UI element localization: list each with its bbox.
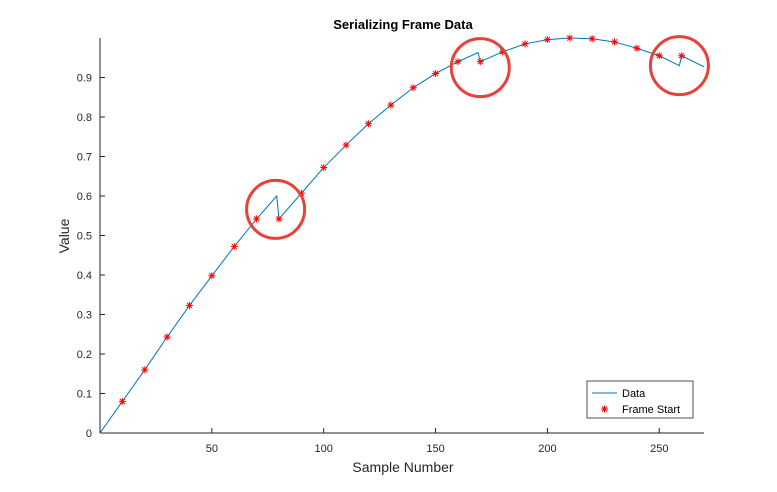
marker-stroke <box>141 366 148 373</box>
marker-stroke <box>455 58 461 65</box>
annotation-circle <box>648 35 710 97</box>
marker-stroke <box>611 39 618 45</box>
annotations <box>245 35 710 240</box>
marker-stroke <box>186 302 193 309</box>
y-tick-label: 0.3 <box>77 310 92 322</box>
frame-start-marker <box>230 243 238 251</box>
marker-stroke <box>119 398 126 405</box>
marker-stroke <box>410 84 417 91</box>
series-line-data <box>99 37 705 434</box>
chart-title: Serializing Frame Data <box>333 17 473 32</box>
marker-stroke <box>208 272 215 279</box>
x-tick-label: 200 <box>538 443 556 455</box>
frame-start-marker <box>678 52 686 60</box>
annotation-circle <box>245 178 307 240</box>
frame-start-marker <box>208 272 216 280</box>
y-tick-label: 0.9 <box>77 73 92 85</box>
marker-stroke <box>320 164 327 171</box>
marker-stroke <box>522 41 528 47</box>
frame-start-marker <box>521 40 529 48</box>
y-tick-label: 0.1 <box>77 389 92 401</box>
marker-stroke <box>601 406 608 412</box>
marker-stroke <box>566 35 573 41</box>
y-tick-label: 0.8 <box>77 112 92 124</box>
frame-start-marker <box>409 84 417 92</box>
marker-stroke <box>276 216 282 222</box>
frame-start-marker <box>320 164 328 172</box>
marker-stroke <box>477 58 484 65</box>
marker-stroke <box>544 36 551 43</box>
frame-start-marker <box>633 44 641 52</box>
y-tick-label: 0.6 <box>77 191 92 203</box>
marker-stroke <box>164 334 170 340</box>
legend: Data Frame Start <box>586 380 694 419</box>
frame-start-marker <box>163 333 171 341</box>
x-tick-label: 100 <box>315 443 333 455</box>
marker-stroke <box>387 102 394 109</box>
x-tick-label: 150 <box>426 443 444 455</box>
frame-start-marker <box>432 70 440 78</box>
frame-start-marker <box>342 141 350 149</box>
y-tick-label: 0.7 <box>77 152 92 164</box>
marker-stroke <box>365 120 372 127</box>
marker-stroke <box>656 52 663 59</box>
marker-stroke <box>589 35 596 42</box>
frame-start-marker <box>387 101 395 109</box>
plot-area <box>99 34 705 434</box>
marker-stroke <box>432 70 439 77</box>
marker-stroke <box>634 45 640 52</box>
frame-start-marker <box>253 215 261 223</box>
frame-start-marker <box>275 215 283 223</box>
marker-stroke <box>253 216 260 222</box>
frame-start-marker <box>454 58 462 66</box>
frame-start-marker <box>118 397 126 405</box>
y-axis-label: Value <box>56 218 72 253</box>
frame-start-marker <box>566 34 574 42</box>
legend-label-frame-start: Frame Start <box>622 404 680 416</box>
axes: 50 100 150 200 250 0 0.1 0.2 0.3 0.4 0.5 0.6 0.7 0.8 0… <box>77 38 704 455</box>
marker-stroke <box>343 142 349 148</box>
frame-start-marker <box>185 301 193 309</box>
marker-stroke <box>678 52 685 59</box>
frame-start-marker <box>588 35 596 43</box>
frame-start-marker <box>141 366 149 374</box>
y-tick-label: 0.4 <box>77 270 92 282</box>
y-tick-label: 0.5 <box>77 231 92 243</box>
y-tick-label: 0 <box>86 428 92 440</box>
x-axis-label: Sample Number <box>352 459 453 475</box>
x-tick-label: 50 <box>206 443 218 455</box>
frame-start-marker <box>655 52 663 60</box>
frame-start-marker <box>364 120 372 128</box>
marker-stroke <box>231 243 238 250</box>
frame-start-marker <box>543 36 551 44</box>
legend-label-data: Data <box>622 388 646 400</box>
frame-start-marker <box>611 38 619 46</box>
x-tick-label: 250 <box>650 443 668 455</box>
legend-swatch-frame-start <box>601 405 608 413</box>
frame-start-marker <box>476 58 484 66</box>
y-tick-label: 0.2 <box>77 349 92 361</box>
annotation-circle <box>449 37 511 99</box>
